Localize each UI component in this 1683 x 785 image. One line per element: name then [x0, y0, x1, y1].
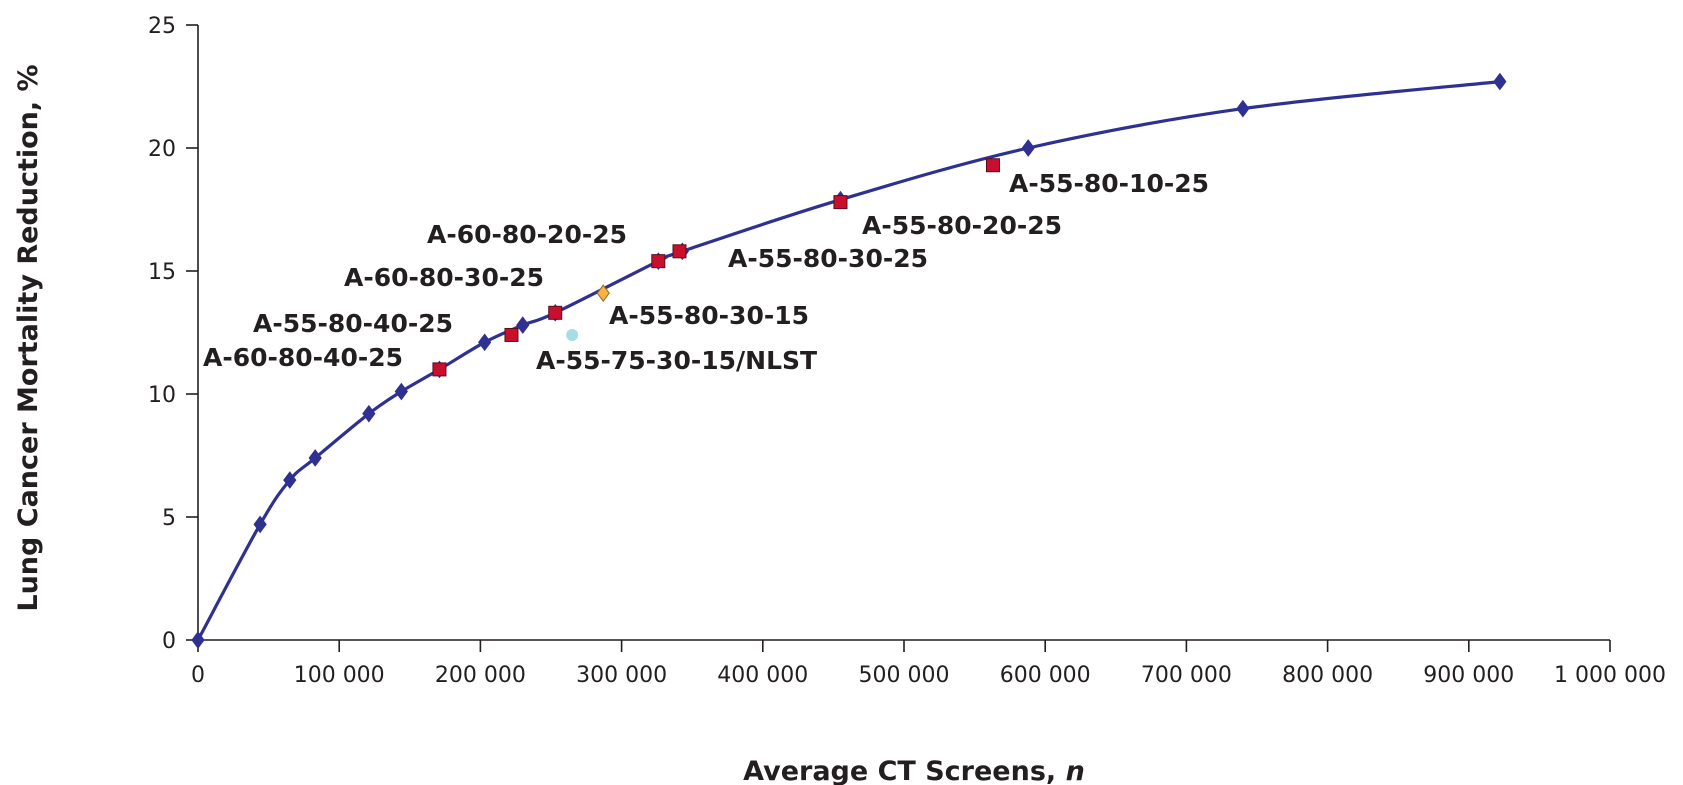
- frontier-point: [362, 404, 376, 423]
- frontier-point: [516, 316, 530, 334]
- annotation-a-55-80-10-25: A-55-80-10-25: [1009, 169, 1209, 198]
- y-tick-label: 15: [148, 260, 176, 285]
- frontier-point: [1493, 72, 1507, 91]
- x-tick-label: 500 000: [859, 663, 950, 688]
- y-tick-label: 0: [162, 629, 176, 654]
- nlst-criteria-point: [596, 284, 610, 302]
- y-tick-label: 25: [148, 14, 176, 39]
- recommended-strategy-point: [651, 254, 666, 269]
- annotation-a-60-80-20-25: A-60-80-20-25: [427, 220, 627, 249]
- y-tick-label: 5: [162, 506, 176, 531]
- frontier-point: [253, 515, 267, 534]
- annotation-a-55-80-20-25: A-55-80-20-25: [862, 211, 1062, 240]
- point-annotations: A-60-80-40-25 A-55-80-40-25 A-60-80-30-2…: [203, 169, 1209, 375]
- x-tick-label: 600 000: [1000, 663, 1091, 688]
- frontier-point: [1236, 99, 1250, 118]
- x-tick-label: 400 000: [717, 663, 808, 688]
- x-tick-label: 900 000: [1423, 663, 1514, 688]
- x-tick-label: 1 000 000: [1554, 663, 1666, 688]
- recommended-strategy-point: [548, 305, 563, 320]
- annotation-a-55-80-30-25: A-55-80-30-25: [728, 244, 928, 273]
- y-tick-label: 10: [148, 383, 176, 408]
- frontier-point: [478, 333, 492, 352]
- annotation-a-55-75-30-15-nlst: A-55-75-30-15/NLST: [536, 346, 817, 375]
- x-axis-title: Average CT Screens, n: [743, 756, 1085, 785]
- frontier-point: [1021, 139, 1035, 157]
- annotation-a-60-80-40-25: A-60-80-40-25: [203, 343, 403, 372]
- frontier-point: [394, 382, 408, 401]
- frontier-point: [191, 631, 205, 649]
- recommended-strategy-point: [432, 362, 447, 377]
- recommended-strategy-point: [985, 158, 1000, 173]
- y-tick-label: 20: [148, 137, 176, 162]
- recommended-strategy-point: [833, 195, 848, 210]
- annotation-a-55-80-40-25: A-55-80-40-25: [253, 309, 453, 338]
- recommended-strategy-point: [672, 244, 687, 259]
- y-axis-title: Lung Cancer Mortality Reduction, %: [13, 64, 44, 611]
- data-markers: [191, 72, 1507, 649]
- x-tick-label: 300 000: [576, 663, 667, 688]
- x-tick-label: 100 000: [294, 663, 385, 688]
- frontier-point: [283, 471, 297, 489]
- x-tick-label: 800 000: [1282, 663, 1373, 688]
- annotation-a-55-80-30-15: A-55-80-30-15: [609, 301, 809, 330]
- x-axis-ticks: 0 100 000 200 000 300 000 400 000 500 000 600 …: [191, 640, 1666, 688]
- annotation-a-60-80-30-25: A-60-80-30-25: [344, 263, 544, 292]
- recommended-strategy-point: [504, 327, 519, 342]
- nlst-study-point: [566, 328, 579, 341]
- y-axis-ticks: 0 5 10 15 20 25: [148, 14, 198, 654]
- x-tick-label: 0: [191, 663, 205, 688]
- frontier-point: [308, 449, 322, 467]
- x-tick-label: 700 000: [1141, 663, 1232, 688]
- x-tick-label: 200 000: [435, 663, 526, 688]
